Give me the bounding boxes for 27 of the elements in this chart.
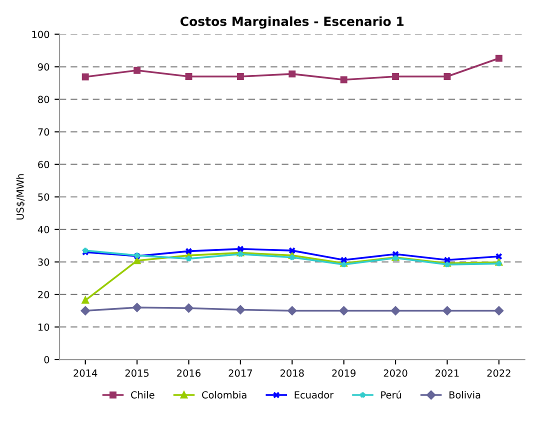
y-tick-label: 40: [38, 226, 50, 234]
x-tick-label: 2015: [125, 369, 149, 377]
legend-label: Bolivia: [450, 391, 480, 399]
x-tick-label: 2014: [74, 369, 98, 377]
x-tick-label: 2020: [384, 369, 408, 377]
x-tick-label: 2019: [332, 369, 356, 377]
y-tick-label: 20: [38, 290, 50, 298]
legend-label: Ecuador: [294, 391, 334, 399]
y-tick-label: 10: [38, 323, 50, 331]
x-tick-label: 2022: [487, 369, 510, 377]
y-tick-label: 50: [38, 193, 50, 201]
x-tick-label: 2021: [436, 369, 459, 377]
x-tick-label: 2016: [177, 369, 201, 377]
y-tick-label: 30: [38, 258, 50, 266]
y-tick-label: 80: [38, 96, 50, 104]
y-tick-label: 90: [38, 63, 50, 71]
y-tick-label: 100: [32, 30, 50, 38]
y-tick-label: 60: [38, 160, 50, 168]
y-tick-label: 70: [38, 128, 50, 136]
y-tick-label: 0: [44, 356, 50, 364]
legend-label: Chile: [131, 391, 154, 399]
x-tick-label: 2017: [228, 369, 252, 377]
x-tick-label: 2018: [280, 369, 304, 377]
legend-label: Colombia: [202, 391, 246, 399]
y-axis-title: US$/MWh: [16, 174, 26, 220]
chart-title: Costos Marginales - Escenario 1: [180, 16, 404, 29]
legend-label: Perú: [381, 390, 402, 399]
